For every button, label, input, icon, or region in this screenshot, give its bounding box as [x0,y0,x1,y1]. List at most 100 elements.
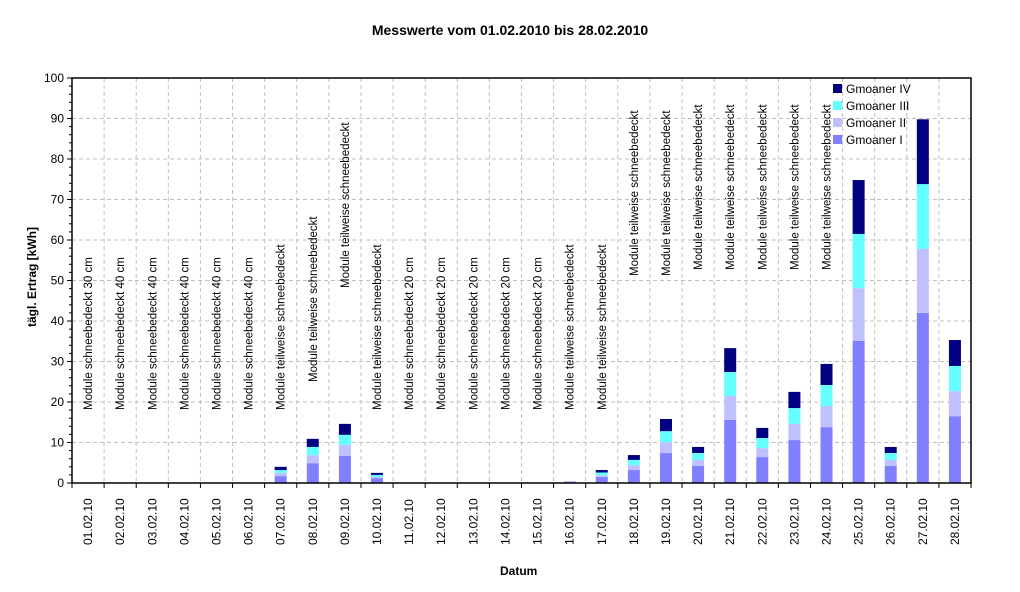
x-axis-label: Datum [500,564,538,578]
bar-segment [884,465,897,483]
bar-segment [306,438,319,447]
y-tick-label: 60 [51,233,65,247]
bar-segment [595,475,608,477]
bar-segment [724,372,737,396]
x-tick-label: 10.02.10 [370,498,384,545]
bar-segment [371,476,384,479]
bar-segment [852,180,865,234]
x-tick-label: 26.02.10 [884,498,898,545]
annotation-label: Module schneebedeckt 20 cm [436,257,448,410]
x-tick-label: 28.02.10 [948,498,962,545]
bar-segment [338,444,351,456]
x-tick-label: 14.02.10 [498,498,512,545]
chart-title: Messwerte vom 01.02.2010 bis 28.02.2010 [371,22,649,38]
bar-segment [948,391,961,417]
legend-swatch [833,135,842,144]
x-tick-label: 08.02.10 [306,498,320,545]
annotation-label: Module teilweise schneebedeckt [725,104,737,270]
bar-segment [948,340,961,366]
bar-segment [371,474,384,477]
annotation-label: Module teilweise schneebedeckt [661,110,673,276]
legend-swatch [833,101,842,110]
annotation-label: Module teilweise schneebedeckt [276,244,288,410]
y-tick-label: 40 [51,314,65,328]
bar-segment [306,446,319,456]
annotation-label: Module schneebedeckt 30 cm [83,257,95,410]
bar-segment [659,453,672,483]
x-tick-label: 16.02.10 [563,498,577,545]
x-tick-label: 06.02.10 [242,498,256,545]
x-tick-label: 03.02.10 [145,498,159,545]
bar-segment [371,472,384,475]
bar-segment [756,427,769,439]
x-tick-label: 02.02.10 [113,498,127,545]
annotation-label: Module teilweise schneebedeckt [597,244,609,410]
bar-segment [948,416,961,483]
bar-segment [595,472,608,476]
bar-segment [627,470,640,483]
legend-swatch [833,118,842,127]
bar-segment [274,466,287,471]
x-tick-label: 12.02.10 [434,498,448,545]
bar-segment [274,470,287,473]
bar-segment [852,288,865,341]
bar-segment [274,476,287,483]
annotation-label: Module teilweise schneebedeckt [757,104,769,270]
bar-segment [627,455,640,460]
x-tick-label: 11.02.10 [402,499,416,545]
bar-segment [788,391,801,409]
x-tick-label: 15.02.10 [531,498,545,545]
bar-segment [948,365,961,392]
bar-segment [788,440,801,483]
x-tick-label: 25.02.10 [852,498,866,545]
annotation-label: Module teilweise schneebedeckt [789,104,801,270]
x-tick-label: 27.02.10 [916,498,930,545]
x-tick-label: 05.02.10 [209,498,223,545]
bar-segment [306,455,319,464]
bar-segment [338,434,351,445]
bar-segment [306,463,319,483]
bar-segment [916,119,929,185]
bar-segment [788,423,801,441]
annotation-label: Module schneebedeckt 20 cm [468,257,480,410]
bar-segment [756,438,769,449]
legend-label: Gmoaner I [846,133,903,147]
y-tick-label: 80 [51,152,65,166]
y-tick-label: 100 [44,71,64,85]
bar-segment [724,395,737,420]
annotation-label: Module teilweise schneebedeckt [693,104,705,270]
x-tick-label: 17.02.10 [595,498,609,545]
x-tick-label: 19.02.10 [659,498,673,545]
bar-segment [659,442,672,454]
bar-segment [916,184,929,249]
annotation-label: Module schneebedeckt 20 cm [533,257,545,410]
legend-label: Gmoaner II [846,116,906,130]
bar-segment [884,446,897,454]
annotation-label: Module schneebedeckt 20 cm [404,257,416,410]
x-tick-label: 04.02.10 [177,498,191,545]
bar-segment [692,465,705,483]
bar-segment [627,465,640,471]
x-tick-label: 01.02.10 [81,498,95,545]
annotation-label: Module teilweise schneebedeckt [340,122,352,288]
annotation-label: Module schneebedeckt 40 cm [147,257,159,410]
bar-segment [820,363,833,385]
bar-segment [884,453,897,460]
bar-segment [627,459,640,466]
axes: 0 10 20 30 40 50 60 70 80 90 100 01.02.10 02.02.10 03… [44,71,972,545]
y-tick-label: 10 [51,436,65,450]
annotation-label: Module teilweise schneebedeckt [308,216,320,382]
bar-segment [788,408,801,424]
legend-label: Gmoaner IV [846,82,911,96]
annotation-label: Module schneebedeckt 40 cm [179,257,191,410]
legend: Gmoaner IV Gmoaner III Gmoaner II Gmoaner I [833,82,911,147]
annotation-label: Module schneebedeckt 40 cm [244,257,256,410]
y-tick-label: 90 [51,112,65,126]
bar-segment [820,384,833,407]
bar-series [274,119,961,483]
bar-segment [692,453,705,460]
annotation-label: Module teilweise schneebedeckt [822,104,834,270]
bar-segment [274,472,287,477]
x-tick-label: 09.02.10 [338,498,352,545]
